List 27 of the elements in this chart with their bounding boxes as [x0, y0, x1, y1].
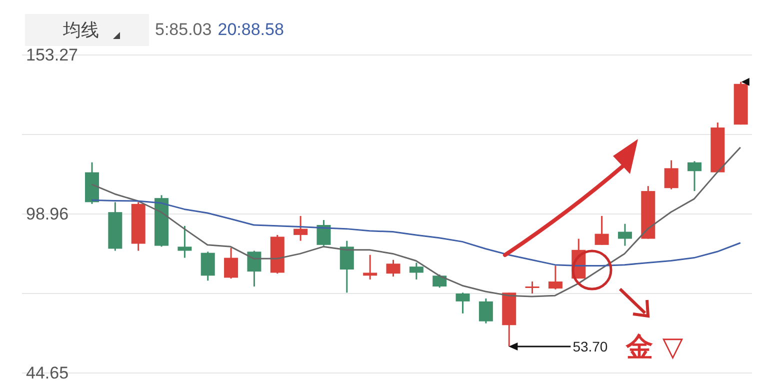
- candlestick: [456, 292, 470, 314]
- candlestick: [409, 262, 424, 280]
- annotation: 金 ▽: [625, 332, 684, 363]
- candlestick: [525, 280, 540, 294]
- candlestick: [478, 298, 493, 324]
- candlestick: [340, 240, 354, 294]
- candlestick: [432, 274, 447, 288]
- candlestick: [363, 254, 378, 280]
- legend-title: 均线: [63, 19, 99, 42]
- annotation: 53.70: [572, 338, 608, 355]
- candlestick: [548, 264, 562, 290]
- y-tick-label: 98.96: [26, 204, 69, 224]
- text: 5:85.03: [155, 20, 212, 40]
- candlestick: [618, 223, 632, 247]
- candlestick: [247, 250, 262, 288]
- y-tick-label: 44.65: [26, 364, 69, 382]
- y-tick-label: 153.27: [26, 46, 78, 64]
- candlestick: [294, 215, 308, 242]
- candlestick: [386, 259, 400, 278]
- candlestick: [687, 160, 702, 192]
- candlestick: [178, 225, 192, 259]
- candlestick: [594, 215, 609, 246]
- text: 20:88.58: [218, 20, 284, 40]
- candlestick: [664, 160, 678, 190]
- candlestick: [200, 250, 215, 282]
- candlestick: [316, 219, 331, 247]
- candlestick: [224, 247, 238, 280]
